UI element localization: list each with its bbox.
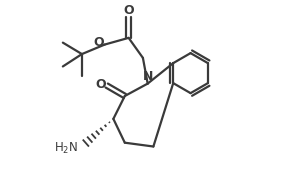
Text: N: N xyxy=(142,70,153,83)
Text: H$_2$N: H$_2$N xyxy=(54,141,78,156)
Text: O: O xyxy=(123,4,134,17)
Text: O: O xyxy=(94,36,104,49)
Text: O: O xyxy=(96,78,106,91)
